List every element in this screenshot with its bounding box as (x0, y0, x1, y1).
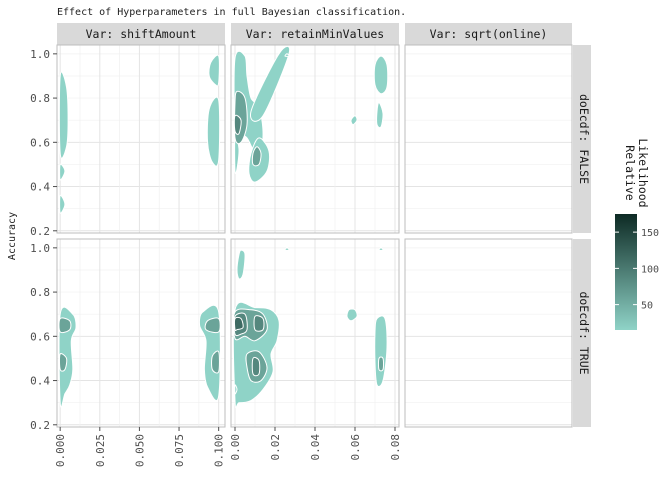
x-tick-label: 0.050 (133, 434, 146, 467)
density-contour (251, 146, 262, 167)
y-tick-label: 0.4 (30, 181, 50, 194)
x-tick-label: 0.04 (309, 434, 322, 461)
y-tick-label: 0.8 (30, 286, 50, 299)
panel-border (404, 44, 573, 234)
panel-border (56, 44, 226, 234)
density-contour (284, 247, 290, 251)
column-strip (57, 23, 225, 45)
density-contour (59, 163, 66, 181)
x-tick-label: 0.00 (229, 434, 242, 461)
y-tick-label: 0.4 (30, 375, 50, 388)
density-layer (58, 304, 221, 408)
y-tick-label: 0.2 (30, 419, 50, 432)
column-strip (405, 23, 572, 45)
panel-background (405, 239, 572, 427)
column-strip-label: Var: sqrt(online) (430, 27, 548, 41)
panel-r0-c2 (404, 44, 573, 234)
column-strip-label: Var: retainMinValues (246, 27, 384, 41)
density-contour (233, 114, 242, 135)
x-tick-label: 0.000 (54, 434, 67, 467)
density-contour (373, 55, 389, 95)
x-tick-label: 0.06 (349, 434, 362, 461)
panel-background (405, 45, 572, 233)
density-contour (206, 96, 221, 167)
x-tick-label: 0.100 (213, 434, 226, 467)
y-tick-label: 0.8 (30, 92, 50, 105)
density-contour (58, 71, 69, 159)
y-tick-label: 0.6 (30, 136, 50, 149)
x-tick-label: 0.02 (269, 434, 282, 461)
density-contour (251, 356, 261, 377)
density-contour (249, 45, 291, 122)
x-tick-label: 0.08 (389, 434, 402, 461)
density-contour (233, 316, 244, 332)
x-tick-label: 0.025 (94, 434, 107, 467)
panel-r1-c0 (56, 238, 226, 428)
panel-border (404, 238, 573, 428)
panel-border (230, 44, 400, 234)
density-layer (232, 247, 388, 409)
y-tick-label: 1.0 (30, 242, 50, 255)
density-layer (58, 54, 221, 214)
density-contour (350, 115, 358, 126)
density-contour (253, 315, 265, 332)
density-contour (236, 249, 246, 280)
density-contour (376, 101, 384, 129)
density-contour (378, 247, 384, 251)
panel-border (56, 238, 226, 428)
density-contour (208, 54, 220, 87)
density-contour (234, 384, 238, 395)
density-contour (211, 350, 220, 374)
density-contour (346, 308, 358, 322)
density-contour (377, 356, 385, 372)
legend-tick-label: 150 (641, 228, 659, 239)
y-tick-label: 0.6 (30, 330, 50, 343)
density-contour (58, 317, 72, 334)
density-contour (58, 353, 68, 372)
legend-title-line2: Likelihood (636, 138, 650, 207)
legend-tick-label: 50 (641, 301, 653, 312)
density-contour (284, 53, 290, 57)
panel-r1-c2 (404, 238, 573, 428)
panel-background (57, 45, 225, 233)
density-contour (204, 317, 221, 334)
y-axis-label: Accuracy (7, 212, 18, 260)
y-tick-label: 0.2 (30, 225, 50, 238)
row-strip-label: doEcdf: FALSE (577, 94, 591, 184)
row-strip (573, 45, 591, 233)
density-contour (59, 194, 66, 214)
column-strip (231, 23, 399, 45)
legend-title-line1: Relative (623, 145, 637, 200)
x-tick-label: 0.075 (173, 434, 186, 467)
panel-r1-c1 (230, 238, 400, 428)
row-strip (573, 239, 591, 427)
row-strip-label: doEcdf: TRUE (577, 291, 591, 374)
density-contour (374, 315, 388, 388)
legend-colorbar (615, 214, 637, 330)
panel-background (57, 239, 225, 427)
density-layer (233, 45, 389, 183)
panel-r0-c1 (230, 44, 400, 234)
column-strip-label: Var: shiftAmount (86, 27, 197, 41)
y-tick-label: 1.0 (30, 48, 50, 61)
legend-tick-label: 100 (641, 264, 659, 275)
chart-title: Effect of Hyperparameters in full Bayesi… (57, 7, 406, 18)
panel-r0-c0 (56, 44, 226, 234)
